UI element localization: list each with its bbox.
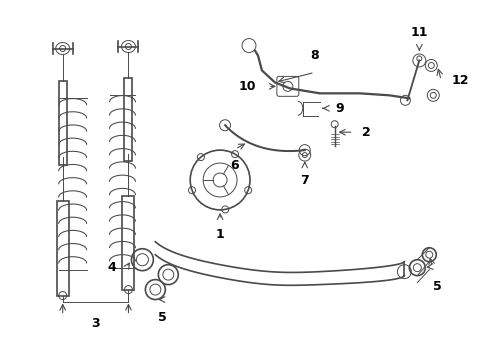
Text: 6: 6 [231, 159, 239, 172]
Text: 5: 5 [158, 311, 167, 324]
Text: 5: 5 [433, 280, 441, 293]
Text: 9: 9 [336, 102, 344, 115]
Text: 11: 11 [411, 26, 428, 39]
Text: 12: 12 [451, 74, 469, 87]
Bar [57, 201, 69, 296]
Text: 3: 3 [91, 317, 100, 330]
Text: 10: 10 [239, 80, 256, 93]
Bar [124, 78, 132, 161]
Text: 4: 4 [108, 261, 117, 274]
Bar [59, 81, 67, 165]
Text: 8: 8 [311, 49, 319, 62]
Bar [122, 196, 134, 289]
Text: 2: 2 [362, 126, 370, 139]
Text: 7: 7 [300, 174, 309, 187]
Text: 1: 1 [216, 228, 224, 241]
